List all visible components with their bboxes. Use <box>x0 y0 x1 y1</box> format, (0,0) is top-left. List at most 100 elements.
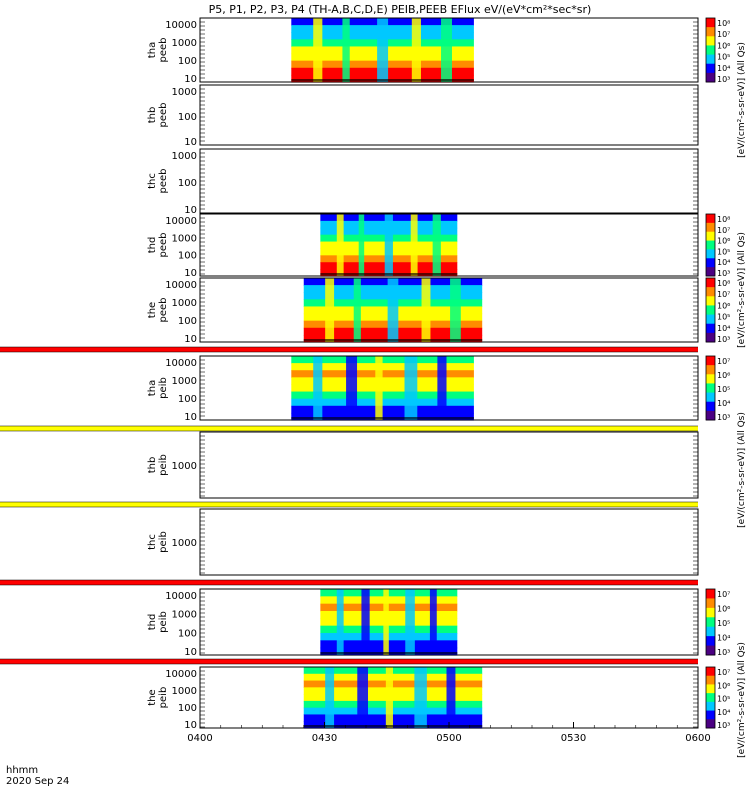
colorbar-segment <box>706 240 715 250</box>
colorbar-segment <box>706 617 715 628</box>
x-tick-label: 0500 <box>436 733 461 744</box>
colorbar-tick-label: 10⁶ <box>717 41 730 50</box>
spectrogram-stripe <box>342 18 350 82</box>
y-tick-label: 10 <box>184 647 197 658</box>
colorbar-frame <box>705 355 716 421</box>
panel-tha-peib: 10 100 1000 10000 tha peib 10³ 10⁴ 10⁵ 10⁶ 10⁷ <box>0 355 730 432</box>
panel-label-probe: tha <box>147 380 158 396</box>
colorbar-unit-labels: [eV/(cm²-s-sr-eV)] (All Qs) [eV/(cm²-s-sr… <box>737 42 747 758</box>
panel-label-probe: thd <box>147 237 158 254</box>
y-tick-label: 10000 <box>165 591 197 602</box>
panel-label-probe: thc <box>147 173 158 189</box>
panel-frame <box>199 431 699 499</box>
panel-label-product: peib <box>158 531 169 553</box>
spectrogram-stripe <box>353 278 361 342</box>
colorbar-segment <box>706 636 715 647</box>
panel-label-product: peeb <box>158 169 169 194</box>
colorbar-segment <box>706 365 715 375</box>
colorbar-frame <box>705 588 716 656</box>
panel-frame <box>199 588 699 656</box>
spectrogram-band <box>320 640 458 649</box>
colorbar-segment <box>706 54 715 65</box>
colorbar-tick-label: 10⁷ <box>717 30 730 39</box>
colorbar-tick-label: 10⁴ <box>717 324 730 333</box>
spectrogram-stripe <box>387 278 399 342</box>
spectrogram-band <box>320 647 458 656</box>
colorbar-segment <box>706 693 715 703</box>
colorbar-segment <box>706 383 715 394</box>
panel-label-probe: tha <box>147 42 158 58</box>
spectrogram-stripe <box>375 356 383 420</box>
colorbar-segment <box>706 45 715 56</box>
y-tick-label: 10000 <box>165 280 197 291</box>
x-tick-label: 0530 <box>561 733 586 744</box>
colorbar-segment <box>706 314 715 325</box>
quality-flag-bar <box>0 347 698 352</box>
y-tick-label: 1000 <box>172 376 197 387</box>
spectrogram-stripe <box>325 278 335 342</box>
panel-thd-peib: 10 100 1000 10000 thd peib 10³ 10⁴ 10⁵ 10⁶ 10⁷ <box>0 588 730 665</box>
colorbar-unit-label: [eV/(cm²-s-sr-eV)] (All Qs) <box>737 42 747 158</box>
panel-label-product: peeb <box>158 298 169 323</box>
y-tick-label: 10 <box>184 412 197 423</box>
y-tick-label: 1000 <box>172 538 197 549</box>
x-axis: 0400 0430 0500 0530 0600 <box>187 722 711 744</box>
colorbar-segment <box>706 231 715 242</box>
panel-frame <box>199 148 699 214</box>
y-tick-label: 1000 <box>172 686 197 697</box>
panel-label-probe: thb <box>147 107 158 124</box>
colorbar-segment <box>706 710 715 720</box>
colorbar-segment <box>706 305 715 316</box>
colorbar-segment <box>706 410 715 421</box>
spectrogram-stripe <box>346 356 358 420</box>
colorbar-segment <box>706 278 715 288</box>
colorbar-segment <box>706 401 715 412</box>
colorbar-segment <box>706 267 715 277</box>
spectrogram-stripe <box>446 667 456 728</box>
colorbar-segment <box>706 645 715 656</box>
spectrogram-stripe <box>361 589 370 655</box>
spectrogram-band <box>320 603 458 612</box>
quality-flag-bar <box>0 426 698 431</box>
panel-label-product: peeb <box>158 38 169 63</box>
spectrogram-stripe <box>410 214 418 276</box>
panel-label-product: peib <box>158 611 169 633</box>
colorbar-tick-label: 10⁵ <box>717 619 730 628</box>
colorbar-tick-label: 10⁵ <box>717 53 730 62</box>
spectrogram-stripe <box>358 214 365 276</box>
colorbar-tick-label: 10⁵ <box>717 695 730 704</box>
spectrogram-band <box>320 625 458 634</box>
panel-frame <box>199 213 699 277</box>
x-tick-label: 0400 <box>187 733 212 744</box>
colorbar-tick-label: 10³ <box>717 413 730 422</box>
y-tick-label: 100 <box>178 316 197 327</box>
colorbar-segment <box>706 18 715 28</box>
spectrogram-stripe <box>450 278 461 342</box>
y-tick-label: 10 <box>184 334 197 345</box>
colorbar-tick-label: 10⁵ <box>717 313 730 322</box>
spectrogram-stripe <box>429 589 437 655</box>
spectrogram-stripe <box>385 667 393 728</box>
colorbar-tick-label: 10³ <box>717 335 730 344</box>
panel-the-peeb: 10 100 1000 10000 the peeb 10³ 10⁴ 10⁵ 10⁶ 10⁷ 10⁸ <box>0 277 730 353</box>
spectrogram-stripe <box>437 356 447 420</box>
colorbar-tick-label: 10⁸ <box>717 19 730 28</box>
colorbar-segment <box>706 607 715 618</box>
colorbar-tick-label: 10⁴ <box>717 399 730 408</box>
colorbar-tick-label: 10³ <box>717 269 730 278</box>
spectrogram-stripe <box>336 214 344 276</box>
panel-label-product: peeb <box>158 103 169 128</box>
colorbar-segment <box>706 287 715 297</box>
y-tick-label: 100 <box>178 251 197 262</box>
colorbar-frame <box>705 666 716 729</box>
colorbar-segment <box>706 72 715 83</box>
colorbar-segment <box>706 675 715 685</box>
panel-label-product: peib <box>158 687 169 709</box>
spectrogram-stripe <box>313 18 323 82</box>
y-tick-label: 10 <box>184 205 197 216</box>
quality-flag-bar <box>0 580 698 585</box>
panel-label-product: peib <box>158 377 169 399</box>
colorbar-segment <box>706 27 715 37</box>
y-tick-label: 1000 <box>172 610 197 621</box>
